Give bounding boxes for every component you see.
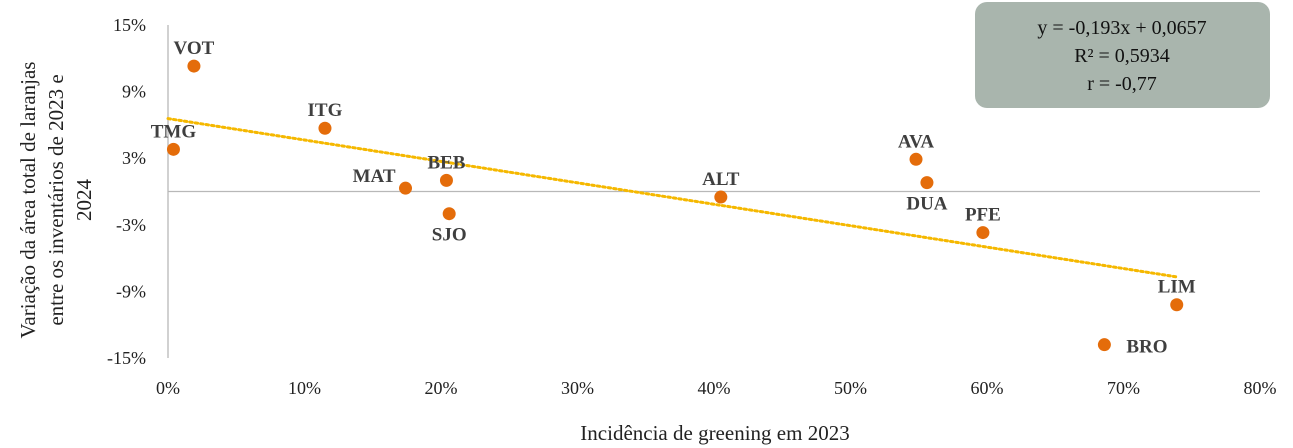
point-label-tmg: TMG (151, 121, 197, 142)
axes (167, 25, 1260, 358)
x-tick-label: 70% (1107, 378, 1140, 398)
axis-titles-group: Incidência de greening em 2023 Variação d… (16, 62, 850, 445)
data-point-alt (714, 190, 728, 204)
data-point-bro (1097, 338, 1111, 352)
trendline (166, 117, 1180, 279)
x-tick-label: 20% (425, 378, 458, 398)
y-axis-title-line: 2024 (72, 179, 96, 222)
data-point-pfe (976, 226, 990, 240)
x-tick-label: 50% (834, 378, 867, 398)
equation-line: R² = 0,5934 (1074, 45, 1170, 67)
x-tick-label: 10% (288, 378, 321, 398)
y-axis-title-line: Variação da área total de laranjas (16, 62, 40, 339)
data-point-ava (909, 152, 923, 166)
data-point-tmg (166, 142, 180, 156)
data-point-lim (1170, 298, 1184, 312)
point-label-vot: VOT (174, 38, 215, 59)
data-point-itg (318, 121, 332, 135)
data-point-mat (399, 181, 413, 195)
y-tick-label: 15% (113, 15, 146, 35)
equation-line: r = -0,77 (1087, 73, 1157, 95)
y-tick-label: -15% (107, 348, 146, 368)
point-labels-group: VOT TMG ITG MAT BEB SJO ALT AVA DUA PFE LIM BRO (151, 38, 1196, 358)
y-tick-label: 9% (122, 82, 146, 102)
x-tick-label: 80% (1244, 378, 1277, 398)
point-label-dua: DUA (906, 194, 947, 215)
x-tick-label: 40% (698, 378, 731, 398)
x-tick-label: 60% (971, 378, 1004, 398)
y-tick-label: -3% (116, 215, 146, 235)
point-label-itg: ITG (308, 100, 343, 121)
point-label-alt: ALT (702, 169, 740, 190)
point-label-beb: BEB (427, 152, 465, 173)
data-point-sjo (442, 207, 456, 221)
point-label-bro: BRO (1126, 337, 1167, 358)
point-label-pfe: PFE (965, 205, 1001, 226)
data-point-dua (920, 176, 934, 190)
x-tick-label: 0% (156, 378, 180, 398)
data-point-beb (439, 173, 453, 187)
tick-labels-group: 15% 9% 3% -3% -9% -15% 0% 10% 20% 30% 40% 50% 60% 70%… (107, 15, 1277, 398)
point-label-mat: MAT (353, 166, 396, 187)
equation-box-background (975, 2, 1270, 108)
y-tick-label: -9% (116, 281, 146, 301)
y-axis-title-line: entre os inventários de 2023 e (44, 74, 68, 325)
x-tick-label: 30% (561, 378, 594, 398)
x-axis-title: Incidência de greening em 2023 (580, 421, 849, 445)
data-point-vot (187, 59, 201, 73)
trendline-group (166, 117, 1180, 279)
points-group (166, 59, 1184, 352)
equation-box: y = -0,193x + 0,0657 R² = 0,5934 r = -0,77 (975, 2, 1270, 108)
point-label-sjo: SJO (432, 225, 467, 246)
y-tick-label: 3% (122, 148, 146, 168)
point-label-ava: AVA (898, 131, 935, 152)
equation-line: y = -0,193x + 0,0657 (1037, 17, 1206, 39)
point-label-lim: LIM (1158, 277, 1196, 298)
